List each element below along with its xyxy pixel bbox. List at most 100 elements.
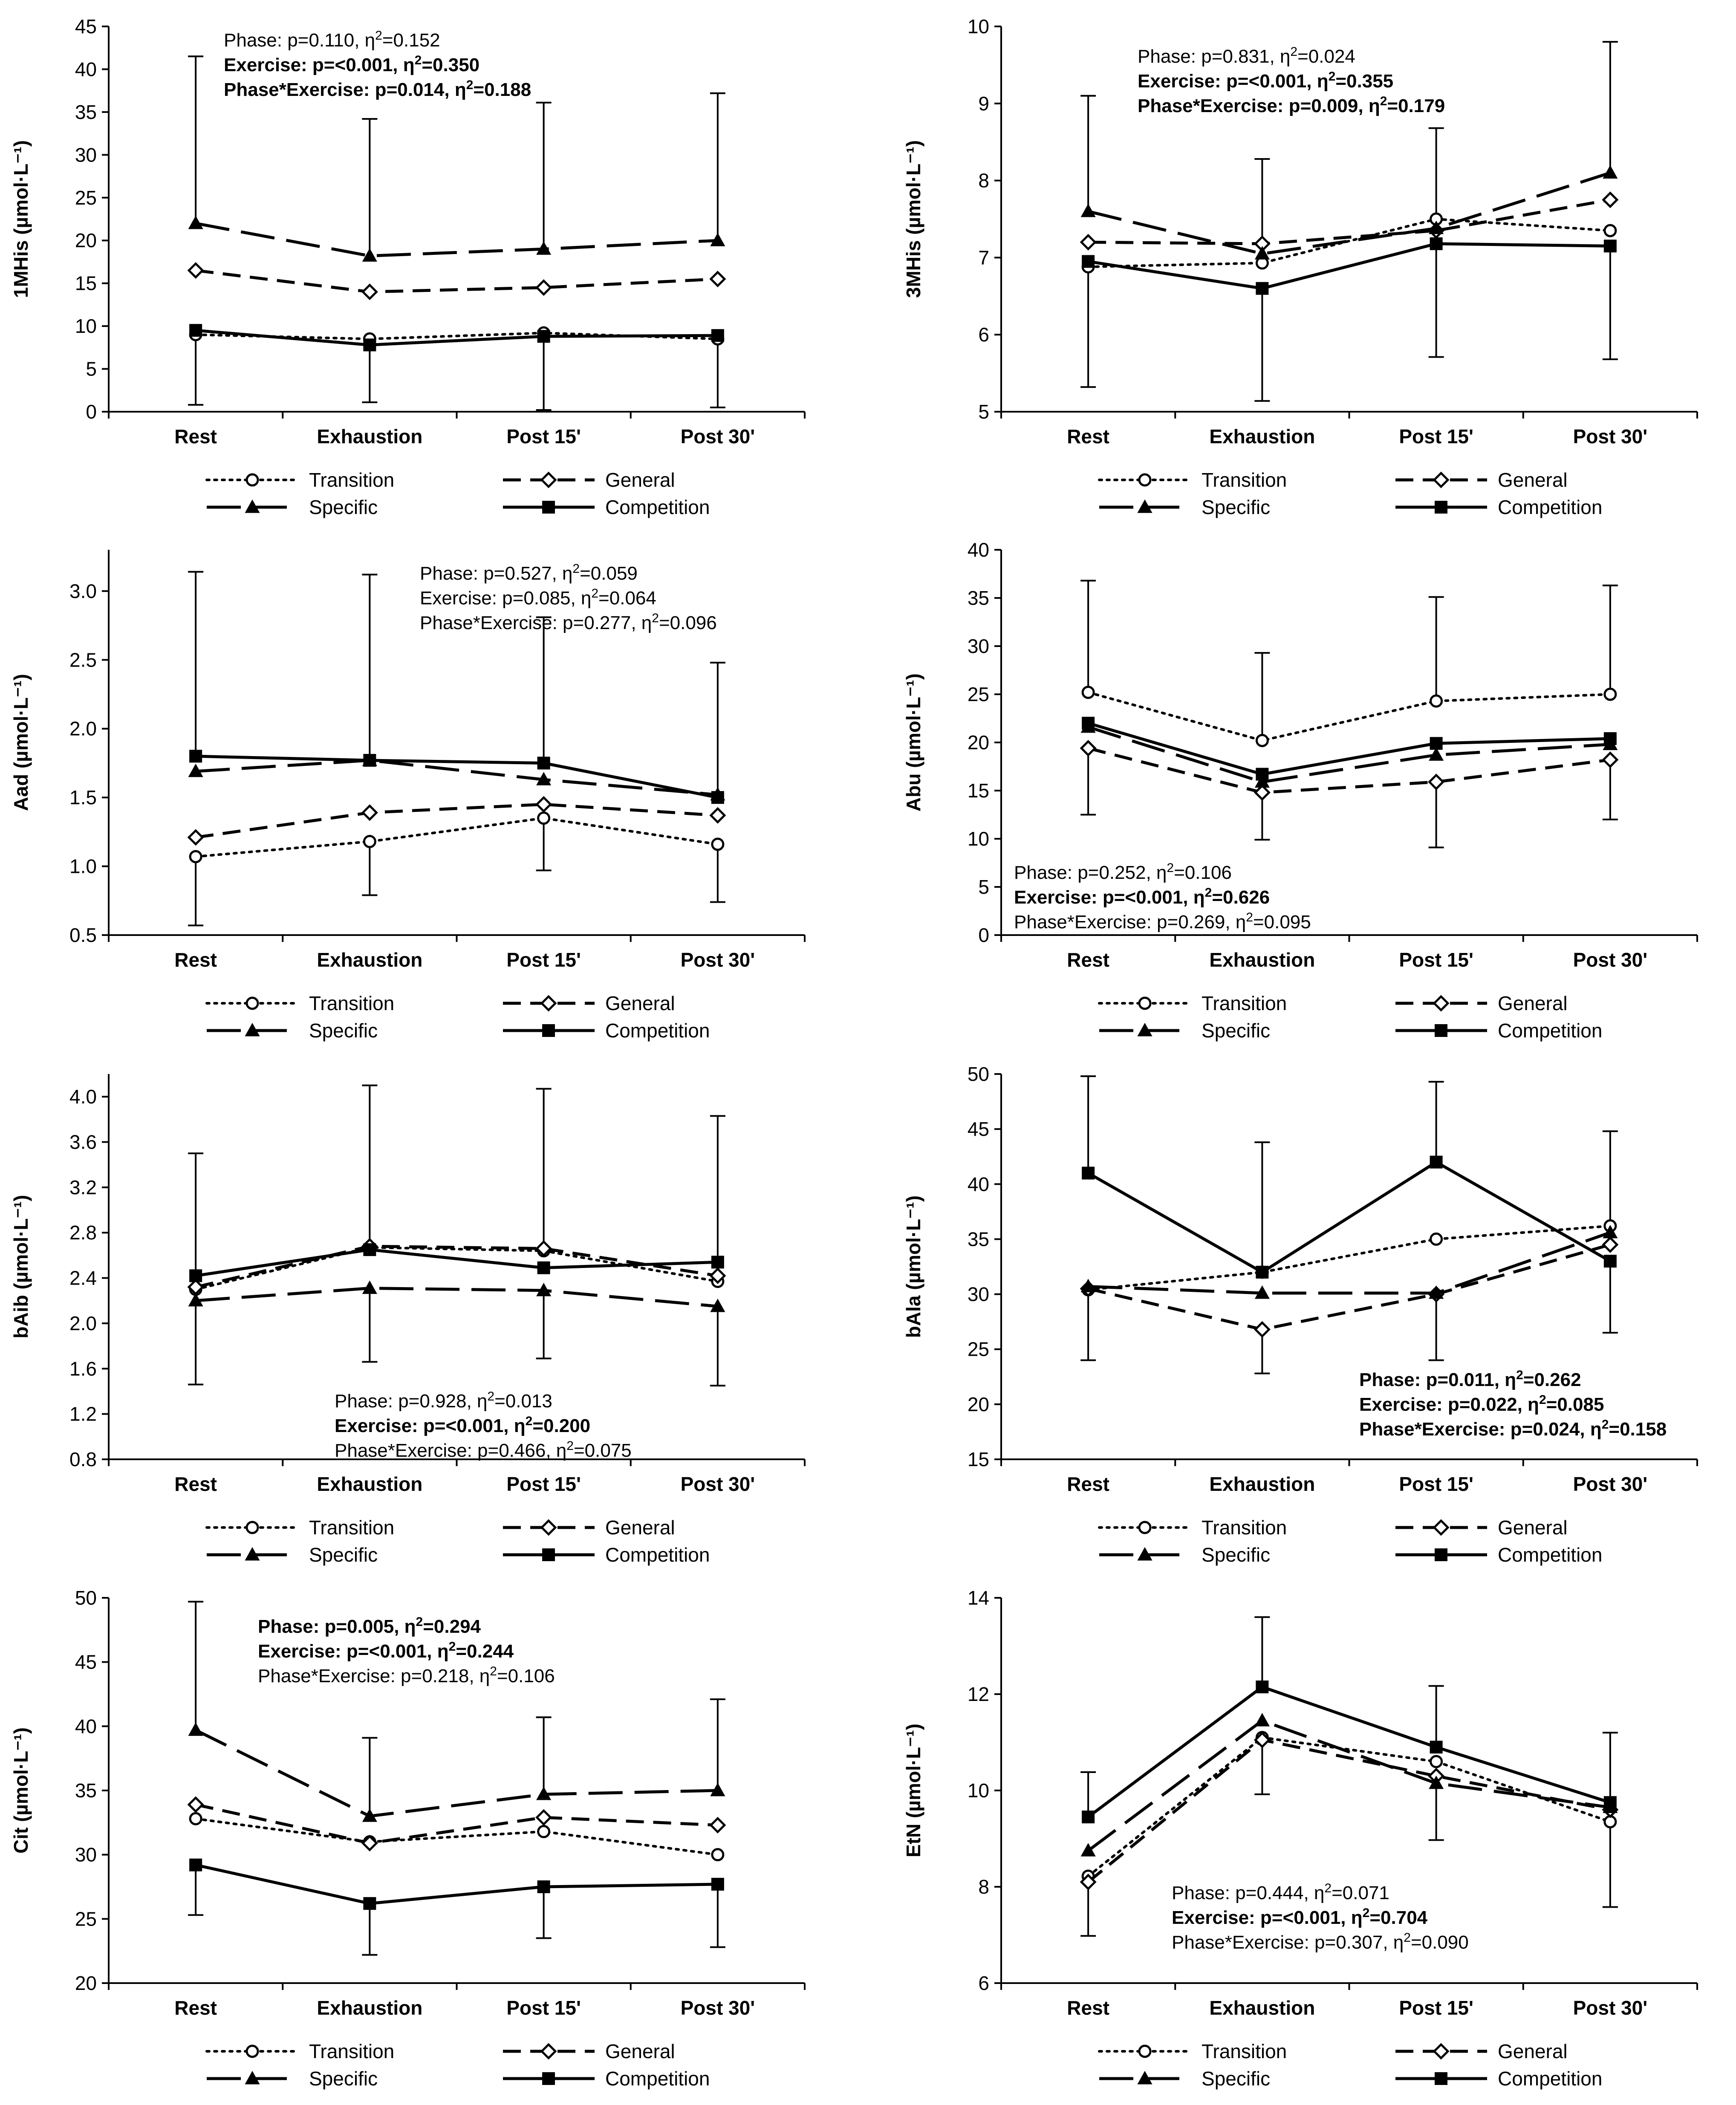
data-point-competition (189, 1269, 202, 1282)
series-line-general (195, 269, 718, 294)
y-tick-label: 35 (968, 587, 989, 609)
legend-marker-competition (1435, 1024, 1447, 1037)
legend-label-competition: Competition (1498, 1019, 1602, 1042)
series-line-specific (1088, 171, 1611, 255)
y-tick-label: 35 (75, 101, 97, 123)
legend-label-transition: Transition (1202, 1516, 1287, 1539)
legend-label-specific: Specific (1202, 2067, 1270, 2090)
data-point-competition (189, 324, 202, 337)
y-tick-label: 12 (968, 1683, 989, 1705)
y-tick-label: 14 (968, 1587, 989, 1609)
x-tick-label: Post 15' (1399, 949, 1473, 971)
data-point-specific (1429, 220, 1444, 234)
x-tick-label: Rest (1067, 1997, 1109, 2019)
data-point-specific (1254, 1713, 1270, 1727)
series-line-general (195, 1803, 718, 1845)
data-point-transition (1430, 1755, 1443, 1768)
stat-line: Exercise: p=<0.001, η2=0.704 (1172, 1906, 1428, 1928)
legend-label-competition: Competition (605, 2067, 710, 2090)
stat-line: Phase*Exercise: p=0.466, η2=0.075 (335, 1439, 632, 1461)
y-tick-label: 20 (968, 731, 989, 754)
x-tick-label: Post 30' (1573, 949, 1648, 971)
y-tick-label: 10 (968, 1779, 989, 1802)
y-tick-label: 25 (75, 187, 97, 209)
series-line-general (1088, 198, 1611, 245)
x-tick-label: Post 15' (506, 425, 581, 448)
legend-marker-competition (1435, 2072, 1447, 2085)
legend-marker-specific (245, 1022, 260, 1037)
data-point-general (535, 1809, 552, 1826)
data-point-general (1254, 784, 1271, 801)
data-point-specific (188, 1722, 203, 1736)
legend-label-general: General (605, 992, 675, 1014)
data-point-specific (536, 772, 552, 785)
y-axis-title: Aad (µmol·L⁻¹) (10, 674, 32, 811)
series-line-specific (1088, 1231, 1611, 1295)
data-point-general (1254, 1321, 1271, 1338)
data-point-specific (1254, 246, 1270, 260)
y-tick-label: 0.8 (69, 1448, 97, 1470)
x-tick-label: Exhaustion (1209, 425, 1315, 448)
legend-marker-general (1433, 995, 1450, 1012)
y-tick-label: 5 (978, 876, 989, 898)
legend-label-specific: Specific (1202, 1544, 1270, 1566)
legend-label-specific: Specific (309, 496, 378, 518)
series-line-competition (1088, 722, 1610, 776)
y-tick-label: 30 (75, 144, 97, 166)
y-tick-label: 35 (968, 1228, 989, 1250)
series-line-competition (1087, 1160, 1611, 1274)
y-tick-label: 15 (968, 780, 989, 802)
stat-line: Exercise: p=0.085, η2=0.064 (420, 586, 656, 609)
data-point-competition (1430, 1741, 1443, 1754)
data-point-competition (1082, 716, 1095, 730)
y-tick-label: 45 (968, 1118, 989, 1140)
data-point-specific (536, 1282, 552, 1296)
stat-line: Phase: p=0.444, η2=0.071 (1172, 1881, 1389, 1903)
y-tick-label: 45 (75, 15, 97, 38)
legend-label-general: General (1498, 2040, 1568, 2062)
x-tick-label: Exhaustion (317, 949, 422, 971)
legend: Transition General Specific Competition (1098, 469, 1602, 518)
data-point-specific (1429, 1775, 1444, 1789)
legend-marker-transition (246, 996, 259, 1010)
x-tick-label: Post 30' (1573, 1473, 1648, 1495)
data-point-competition (711, 791, 724, 804)
data-point-transition (189, 850, 202, 863)
chart-panel-baib: 0.8 1.2 1.6 2.0 2.4 2.8 3.2 3.6 4.0 Rest Exhaustio… (10, 1074, 806, 1566)
data-point-general (1080, 740, 1097, 757)
data-point-competition (363, 754, 376, 767)
data-point-general (535, 279, 552, 296)
legend: Transition General Specific Competition (1098, 1516, 1602, 1566)
data-point-competition (363, 1897, 376, 1910)
legend-marker-transition (1138, 996, 1152, 1010)
data-point-competition (189, 750, 202, 763)
data-point-competition (1256, 282, 1269, 295)
data-point-transition (1603, 687, 1617, 701)
data-point-specific (1603, 1224, 1618, 1239)
x-tick-label: Exhaustion (1209, 1473, 1315, 1495)
series-line-transition (1087, 1224, 1612, 1291)
legend-marker-general (540, 995, 557, 1012)
data-point-transition (537, 1825, 551, 1838)
y-tick-label: 25 (968, 683, 989, 705)
legend-label-specific: Specific (309, 1544, 378, 1566)
data-point-transition (1603, 224, 1617, 237)
legend-label-transition: Transition (309, 1516, 394, 1539)
legend-label-general: General (605, 1516, 675, 1539)
x-tick-label: Exhaustion (317, 1473, 422, 1495)
data-point-general (709, 271, 726, 288)
series-line-competition (195, 1248, 718, 1277)
series-line-specific (195, 1287, 718, 1308)
data-point-specific (188, 1293, 203, 1307)
legend-label-specific: Specific (1202, 496, 1270, 518)
data-point-general (1428, 774, 1445, 791)
legend-label-specific: Specific (309, 2067, 378, 2090)
y-tick-label: 8 (978, 170, 989, 192)
y-tick-label: 50 (75, 1587, 97, 1609)
legend-label-competition: Competition (1498, 1544, 1602, 1566)
y-tick-label: 1.5 (69, 786, 97, 809)
data-point-general (709, 1816, 726, 1834)
x-tick-label: Post 30' (681, 425, 755, 448)
series-line-competition (196, 754, 718, 799)
